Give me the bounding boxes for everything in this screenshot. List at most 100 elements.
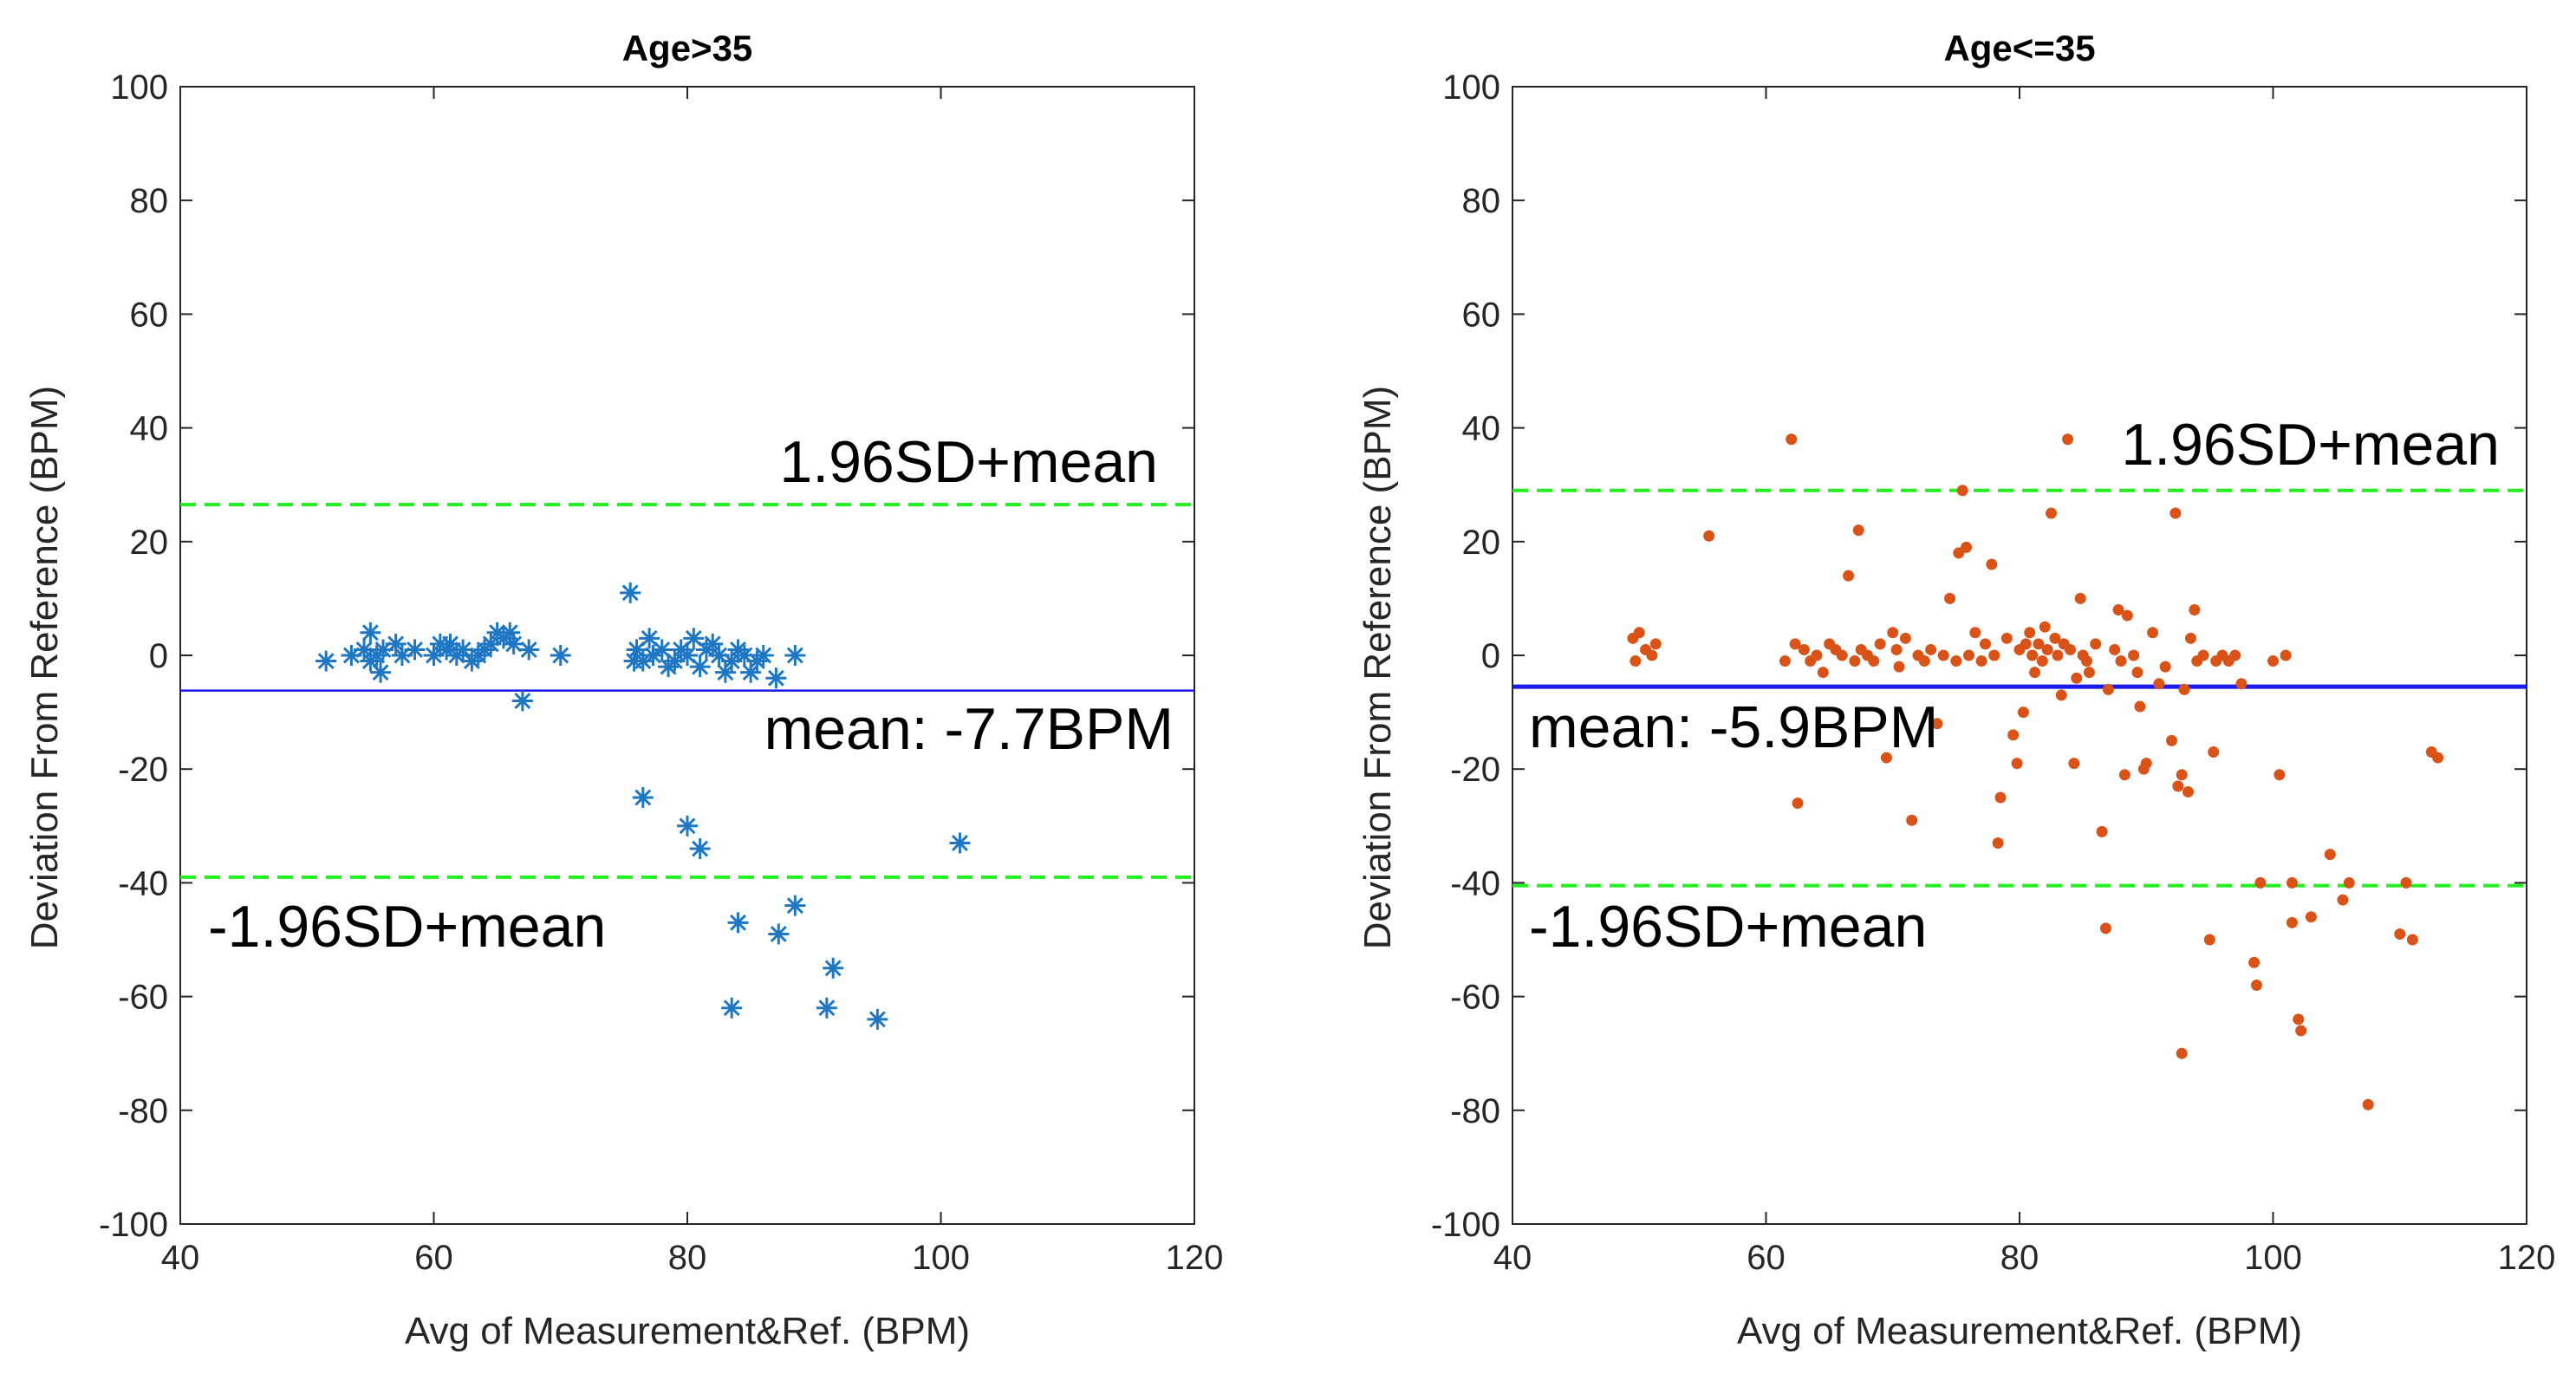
data-point	[752, 645, 774, 666]
data-point	[1950, 655, 1962, 667]
upper-limit-annotation: 1.96SD+mean	[779, 429, 1158, 495]
data-point	[2036, 655, 2048, 667]
data-point	[2052, 649, 2064, 661]
data-point	[1849, 655, 1861, 667]
data-point	[1969, 627, 1981, 639]
data-point	[2295, 1025, 2307, 1037]
data-point	[2049, 632, 2061, 644]
data-point	[1918, 655, 1930, 667]
data-point	[2184, 632, 2196, 644]
data-point	[2039, 621, 2051, 633]
y-tick-label: 40	[130, 410, 169, 448]
data-point	[1963, 649, 1974, 661]
data-point	[503, 633, 524, 654]
y-tick-label: 40	[1462, 410, 1501, 448]
data-point	[2293, 1013, 2305, 1026]
data-point	[1868, 655, 1880, 667]
data-point	[2083, 667, 2095, 679]
data-point	[2046, 507, 2058, 519]
data-point	[2176, 769, 2188, 781]
data-point	[1992, 837, 2004, 849]
data-point	[2140, 758, 2152, 770]
y-tick-label: 20	[130, 524, 169, 562]
chart-title: Age<=35	[1943, 28, 2095, 68]
y-tick-label: -40	[118, 864, 168, 902]
data-point	[2286, 876, 2298, 889]
data-point-stroke	[679, 647, 696, 664]
data-point-stroke	[501, 624, 518, 641]
data-point-stroke	[723, 1000, 740, 1017]
data-point-stroke	[767, 669, 784, 687]
data-point	[2007, 729, 2020, 741]
y-tick-label: -80	[118, 1092, 168, 1130]
data-point	[683, 628, 705, 649]
upper-limit-annotation: 1.96SD+mean	[2121, 412, 2500, 478]
y-axis-label: Deviation From Reference (BPM)	[1356, 386, 1399, 949]
data-point	[2102, 683, 2114, 695]
data-point	[2400, 876, 2412, 889]
data-point	[2011, 758, 2023, 770]
data-point	[2250, 979, 2262, 991]
data-point	[1899, 632, 1911, 644]
y-tick-label: -20	[1450, 751, 1500, 789]
y-tick-label: 60	[130, 296, 169, 334]
x-tick-label: 60	[414, 1239, 453, 1277]
x-tick-label: 80	[668, 1239, 707, 1277]
data-point-stroke	[951, 835, 968, 851]
data-point	[2109, 643, 2121, 655]
data-point	[1994, 791, 2007, 804]
x-tick-label: 120	[2498, 1239, 2556, 1277]
data-point	[1703, 530, 1715, 542]
y-tick-label: 100	[1442, 68, 1500, 107]
y-tick-label: -20	[118, 751, 168, 789]
data-point-stroke	[514, 693, 531, 709]
data-point-stroke	[387, 635, 405, 653]
chart-title: Age>35	[622, 28, 753, 68]
data-point	[2432, 752, 2444, 764]
x-tick-label: 100	[2244, 1239, 2302, 1277]
data-point	[2254, 876, 2267, 889]
data-point	[714, 661, 736, 683]
data-point	[2182, 785, 2195, 798]
data-point	[1630, 655, 1642, 667]
data-point	[370, 661, 392, 683]
data-point	[518, 639, 540, 661]
data-point-stroke	[818, 1000, 836, 1017]
data-point	[1961, 541, 1973, 553]
data-point-stroke	[717, 664, 734, 681]
data-point	[689, 656, 711, 678]
data-point	[2029, 667, 2041, 679]
data-point	[2324, 849, 2336, 861]
data-point	[2041, 643, 2053, 655]
data-point	[2267, 655, 2279, 667]
data-point	[2020, 638, 2032, 650]
data-point	[511, 690, 533, 712]
data-point	[1811, 649, 1823, 661]
data-point	[816, 997, 837, 1019]
data-point-stroke	[505, 635, 523, 653]
data-point	[620, 582, 641, 603]
data-point	[2074, 592, 2086, 604]
data-point	[721, 997, 743, 1019]
data-point-stroke	[692, 840, 709, 857]
x-tick-label: 100	[912, 1239, 970, 1277]
data-point	[1890, 643, 1903, 655]
y-tick-label: 60	[1462, 296, 1501, 334]
data-point-stroke	[317, 653, 335, 670]
data-point	[2229, 649, 2241, 661]
data-point-stroke	[679, 817, 696, 835]
data-point	[2235, 678, 2247, 690]
data-point	[784, 645, 806, 666]
data-point-stroke	[634, 789, 652, 806]
data-point	[2394, 928, 2406, 940]
data-point	[867, 1008, 888, 1030]
data-point-stroke	[372, 664, 389, 681]
data-point-stroke	[552, 647, 569, 664]
data-point	[385, 633, 407, 654]
x-tick-label: 80	[2000, 1239, 2039, 1277]
data-point	[1925, 643, 1937, 655]
data-point	[2033, 638, 2045, 650]
y-tick-label: 80	[130, 182, 169, 220]
data-point	[2362, 1098, 2374, 1110]
